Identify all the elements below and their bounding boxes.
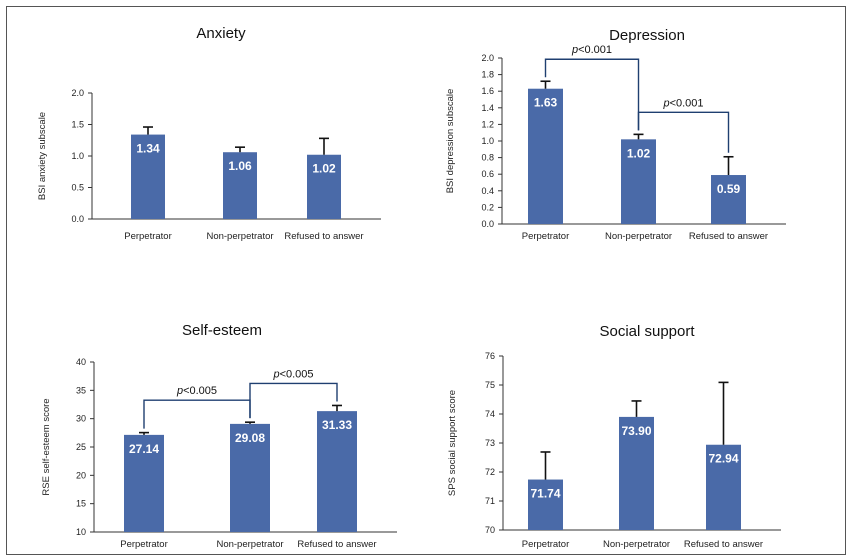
self-esteem-y-axis-label: RSE self-esteem score <box>41 398 52 495</box>
anxiety-y-axis-label: BSI anxiety subscale <box>37 112 48 200</box>
self-esteem-value-label: 31.33 <box>322 418 352 432</box>
figure-panel: Anxiety BSI anxiety subscale 0.0 0.5 1.0 1.5 2… <box>6 6 846 555</box>
social-support-value-label: 73.90 <box>621 424 651 438</box>
p-value: <0.001 <box>578 44 612 56</box>
depression-y-tick-label: 0.8 <box>481 153 494 163</box>
depression-bar <box>528 88 563 225</box>
depression-category-label: Non-perpetrator <box>605 231 672 242</box>
self-esteem-value-label: 29.08 <box>235 431 265 445</box>
depression-category-label: Perpetrator <box>522 231 570 242</box>
social-support-bar <box>528 479 563 530</box>
depression-chart: Depression BSI depression subscale 0.0 0.2 0… <box>445 27 786 242</box>
social-support-y-tick-label: 73 <box>485 438 495 448</box>
anxiety-value-label: 1.06 <box>228 159 252 173</box>
depression-y-tick-label: 0.4 <box>481 186 494 196</box>
p-symbol: p <box>272 368 279 380</box>
anxiety-chart: Anxiety BSI anxiety subscale 0.0 0.5 1.0 1.5 2… <box>37 25 381 242</box>
depression-value-label: 1.63 <box>534 96 558 110</box>
social-support-bar <box>706 444 741 530</box>
anxiety-y-tick-label: 1.5 <box>71 120 84 130</box>
self-esteem-value-label: 27.14 <box>129 442 159 456</box>
anxiety-category-label: Perpetrator <box>124 231 172 242</box>
social-support-y-axis-label: SPS social support score <box>447 390 458 496</box>
depression-significance-label: p<0.001 <box>571 44 612 56</box>
social-support-chart: Social support SPS social support score 70… <box>447 323 781 550</box>
depression-title: Depression <box>609 27 685 44</box>
social-support-y-tick-label: 70 <box>485 525 495 535</box>
anxiety-y-tick-label: 0.5 <box>71 183 84 193</box>
anxiety-bar <box>131 134 165 219</box>
p-value: <0.001 <box>670 97 704 109</box>
social-support-y-tick-label: 74 <box>485 409 495 419</box>
self-esteem-y-tick-label: 35 <box>76 385 86 395</box>
charts-svg: Anxiety BSI anxiety subscale 0.0 0.5 1.0 1.5 2… <box>37 25 786 550</box>
p-value: <0.005 <box>183 385 217 397</box>
self-esteem-category-label: Refused to answer <box>297 539 376 550</box>
social-support-category-label: Perpetrator <box>522 539 570 550</box>
self-esteem-significance-label: p<0.005 <box>176 385 217 397</box>
depression-y-tick-label: 0.0 <box>481 219 494 229</box>
self-esteem-significance-label: p<0.005 <box>272 368 313 380</box>
depression-significance-bracket <box>637 111 730 153</box>
anxiety-y-tick-label: 1.0 <box>71 151 84 161</box>
depression-y-axis-label: BSI depression subscale <box>445 89 456 194</box>
p-symbol: p <box>662 97 669 109</box>
p-value: <0.005 <box>280 368 314 380</box>
self-esteem-category-label: Non-perpetrator <box>216 539 283 550</box>
depression-y-tick-label: 0.2 <box>481 202 494 212</box>
depression-y-tick-label: 2.0 <box>481 53 494 63</box>
depression-value-label: 1.02 <box>627 146 651 160</box>
social-support-value-label: 71.74 <box>530 487 560 501</box>
social-support-y-tick-label: 71 <box>485 496 495 506</box>
social-support-title: Social support <box>599 323 695 340</box>
anxiety-value-label: 1.02 <box>312 162 336 176</box>
depression-bar <box>621 139 656 224</box>
social-support-category-label: Non-perpetrator <box>603 539 670 550</box>
depression-bar <box>711 175 746 224</box>
p-symbol: p <box>176 385 183 397</box>
depression-value-label: 0.59 <box>717 182 741 196</box>
anxiety-bar <box>307 154 341 219</box>
social-support-y-tick-label: 76 <box>485 351 495 361</box>
social-support-bar <box>619 416 654 530</box>
anxiety-category-label: Non-perpetrator <box>206 231 273 242</box>
social-support-category-label: Refused to answer <box>684 539 763 550</box>
self-esteem-title: Self-esteem <box>182 322 262 339</box>
depression-significance-bracket <box>544 58 640 131</box>
depression-y-tick-label: 1.8 <box>481 70 494 80</box>
anxiety-y-tick-label: 2.0 <box>71 88 84 98</box>
depression-category-label: Refused to answer <box>689 231 768 242</box>
self-esteem-bar <box>230 423 270 532</box>
self-esteem-y-tick-label: 15 <box>76 499 86 509</box>
social-support-y-tick-label: 75 <box>485 380 495 390</box>
depression-y-tick-label: 1.4 <box>481 103 494 113</box>
self-esteem-bar <box>317 411 357 532</box>
social-support-value-label: 72.94 <box>708 452 738 466</box>
social-support-y-tick-label: 72 <box>485 467 495 477</box>
anxiety-title: Anxiety <box>196 25 246 42</box>
depression-significance-label: p<0.001 <box>662 97 703 109</box>
self-esteem-y-tick-label: 40 <box>76 357 86 367</box>
self-esteem-y-tick-label: 20 <box>76 470 86 480</box>
depression-y-tick-label: 1.6 <box>481 86 494 96</box>
anxiety-y-tick-label: 0.0 <box>71 214 84 224</box>
self-esteem-y-tick-label: 10 <box>76 527 86 537</box>
anxiety-bar <box>223 152 257 219</box>
anxiety-category-label: Refused to answer <box>284 231 363 242</box>
self-esteem-chart: Self-esteem RSE self-esteem score 10 15 20 25… <box>41 322 397 550</box>
anxiety-value-label: 1.34 <box>136 142 160 156</box>
depression-y-tick-label: 0.6 <box>481 169 494 179</box>
p-symbol: p <box>571 44 578 56</box>
self-esteem-category-label: Perpetrator <box>120 539 168 550</box>
self-esteem-y-tick-label: 25 <box>76 442 86 452</box>
self-esteem-y-tick-label: 30 <box>76 414 86 424</box>
self-esteem-significance-bracket <box>249 382 338 419</box>
self-esteem-bar <box>124 434 164 532</box>
depression-y-tick-label: 1.0 <box>481 136 494 146</box>
depression-y-tick-label: 1.2 <box>481 119 494 129</box>
